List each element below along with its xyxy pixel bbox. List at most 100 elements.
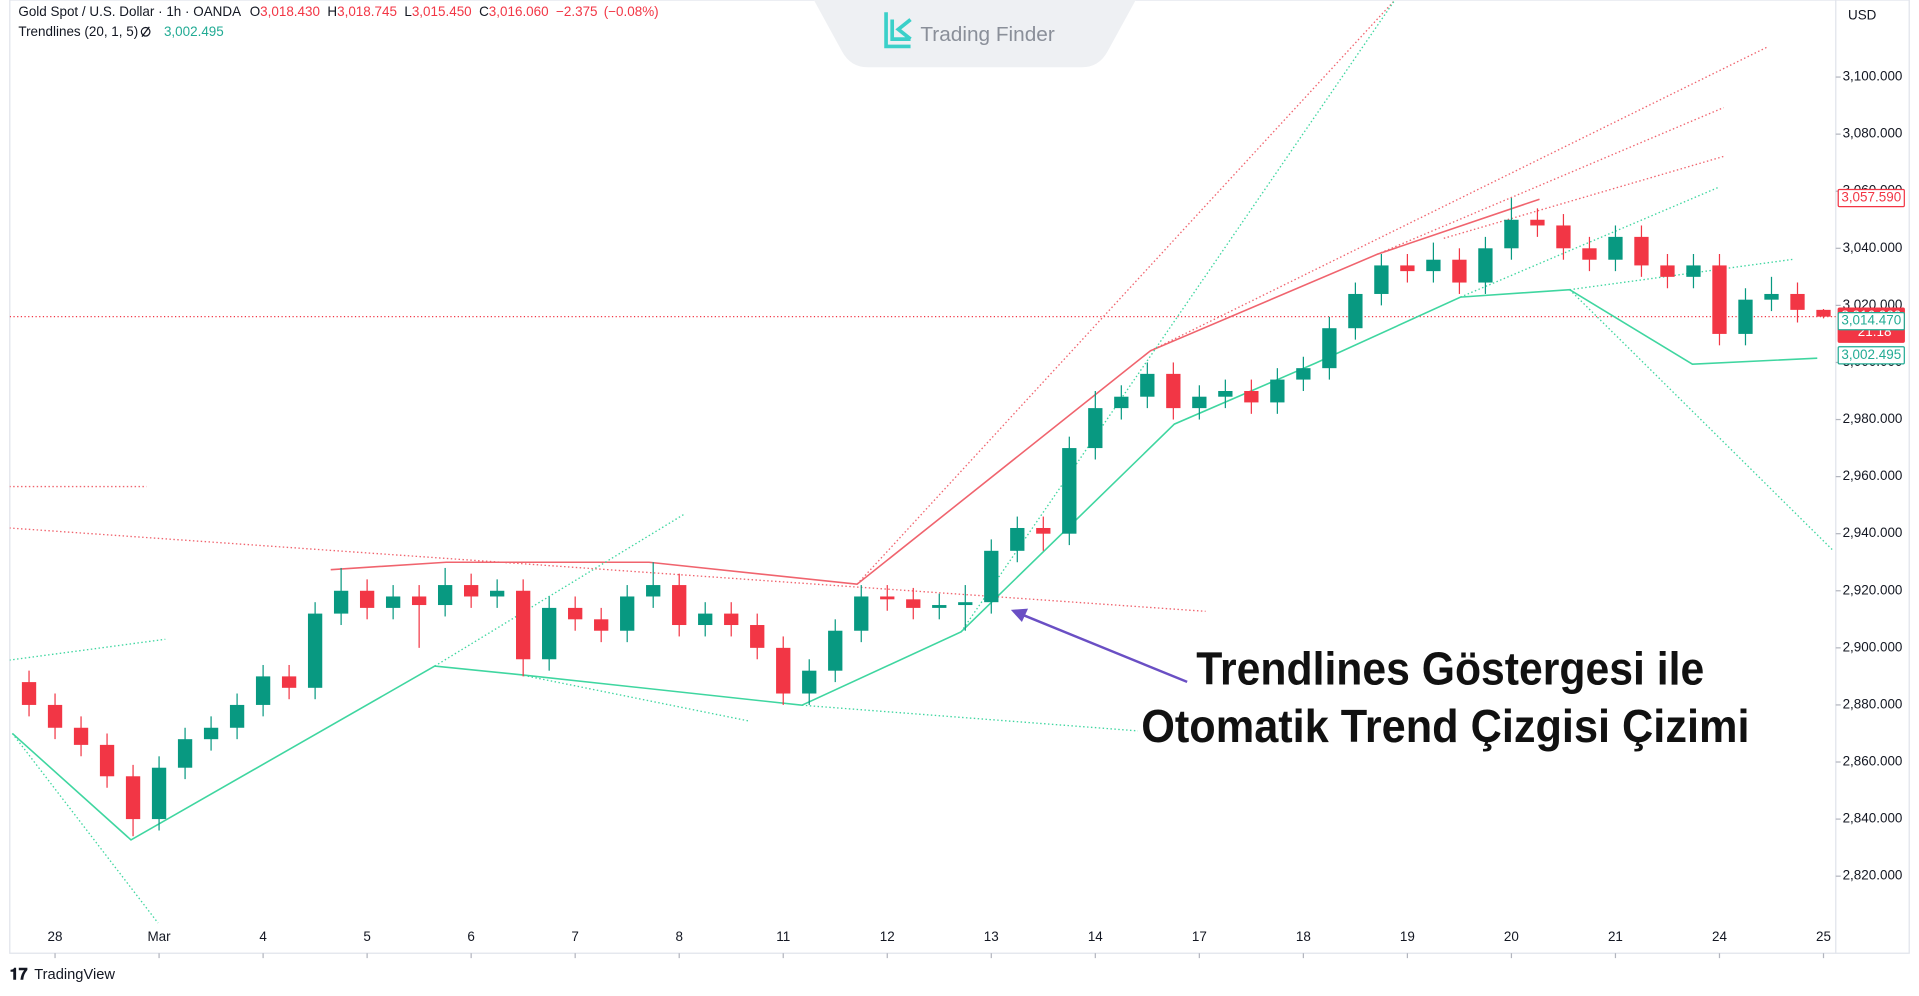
candle-body xyxy=(672,585,687,626)
candle-body xyxy=(281,676,297,688)
candle-body xyxy=(333,590,349,614)
footer-text: TradingView xyxy=(34,967,115,983)
candle-body xyxy=(1140,373,1155,397)
price-label-box xyxy=(1837,188,1905,208)
x-tick-label: 19 xyxy=(1400,929,1415,944)
ohlc-key: H xyxy=(327,4,337,19)
ohlc-value: 3,018.745 xyxy=(337,4,397,19)
trendline xyxy=(1443,155,1724,239)
x-tick-label: 5 xyxy=(363,929,370,944)
candle-body xyxy=(906,599,921,608)
candle-body xyxy=(1686,265,1701,277)
candle-body xyxy=(594,619,609,631)
y-tick-label: 2,860.000 xyxy=(1843,754,1903,769)
candle-body xyxy=(1296,368,1311,380)
trendline xyxy=(9,527,1206,612)
candle-body xyxy=(984,550,999,603)
footer-logo: 𝟏𝟕 xyxy=(10,966,28,983)
candle-body xyxy=(1348,293,1363,329)
x-tick-label: 21 xyxy=(1608,929,1623,944)
header-line: Gold Spot / U.S. Dollar · 1h · OANDA O3,… xyxy=(18,4,658,19)
candle-body xyxy=(359,590,375,608)
candle-body xyxy=(1660,265,1675,277)
trendline xyxy=(9,638,166,661)
candle-body xyxy=(47,704,63,728)
candle-body xyxy=(1322,328,1337,369)
candle-body xyxy=(177,739,193,768)
x-tick-label: 14 xyxy=(1088,929,1103,944)
candle-body xyxy=(1270,379,1285,403)
candle-body xyxy=(203,727,219,740)
x-tick-label: 11 xyxy=(776,929,790,944)
candle-body xyxy=(255,676,271,705)
y-tick-label: 2,840.000 xyxy=(1843,811,1903,826)
price-label: 3,057.590 xyxy=(1841,190,1901,205)
candle-body xyxy=(21,682,37,705)
annotation-arrow xyxy=(1012,609,1188,684)
trendline xyxy=(1150,45,1769,352)
candle-body xyxy=(411,596,427,606)
candle-body xyxy=(750,625,765,648)
change-percent: (−0.08%) xyxy=(604,4,659,19)
watermark-logo xyxy=(884,12,912,49)
y-tick-label: 3,080.000 xyxy=(1843,126,1903,141)
candle-body xyxy=(776,647,791,694)
y-tick-label: 2,920.000 xyxy=(1843,582,1903,597)
x-tick-label: 6 xyxy=(467,929,474,944)
candle-body xyxy=(1036,527,1051,534)
candle-body xyxy=(958,602,973,606)
candle-body xyxy=(1634,236,1649,266)
y-tick-label: 2,940.000 xyxy=(1843,525,1903,540)
ohlc-key: L xyxy=(404,4,412,19)
candle-body xyxy=(880,596,895,600)
y-tick-label: 3,100.000 xyxy=(1843,69,1903,84)
trendline xyxy=(856,0,1396,585)
candle-body xyxy=(385,596,401,608)
currency: USD xyxy=(1848,7,1877,22)
annotation-text: Trendlines Göstergesi ile xyxy=(1196,642,1704,694)
chart-frame xyxy=(9,0,1910,954)
candle-body xyxy=(1192,396,1207,409)
ohlc-value: 3,015.450 xyxy=(412,4,472,19)
watermark: Trading Finder xyxy=(813,0,1136,68)
candle-body xyxy=(437,585,453,606)
candle-body xyxy=(307,613,323,688)
x-tick-label: 13 xyxy=(984,929,999,944)
candle-body xyxy=(854,596,869,631)
x-tick-label: 18 xyxy=(1296,929,1311,944)
candle-body xyxy=(1712,265,1727,334)
y-tick-label: 2,900.000 xyxy=(1843,639,1903,654)
candle-body xyxy=(1088,408,1103,449)
candle-body xyxy=(1764,293,1779,300)
ohlc-key: C xyxy=(479,4,489,19)
candle-body xyxy=(73,727,89,745)
indicator-icon xyxy=(140,26,151,37)
trendline xyxy=(1376,106,1724,255)
candle-body xyxy=(724,613,739,626)
x-tick-label: 17 xyxy=(1192,929,1207,944)
candle-body xyxy=(1244,390,1259,403)
candle-body xyxy=(1738,299,1753,334)
y-tick-label: 2,980.000 xyxy=(1843,411,1903,426)
ohlc-key: O xyxy=(250,4,260,19)
price-label-box xyxy=(1837,346,1905,365)
annotation-arrowhead xyxy=(1010,608,1029,623)
trendline xyxy=(801,704,1139,732)
x-tick-label: 25 xyxy=(1816,929,1831,944)
annotation-text: Otomatik Trend Çizgisi Çizimi xyxy=(1141,700,1749,752)
candle-body xyxy=(490,590,505,597)
candle-body xyxy=(1218,390,1233,397)
candle-body xyxy=(1478,248,1493,283)
y-tick-label: 2,880.000 xyxy=(1843,696,1903,711)
y-tick-label: 2,960.000 xyxy=(1843,468,1903,483)
x-tick-label: 8 xyxy=(675,929,682,944)
indicator-name: Trendlines (20, 1, 5) xyxy=(18,23,138,38)
candle-body xyxy=(1582,248,1597,260)
candle-body xyxy=(1374,265,1389,294)
candle-body xyxy=(1114,396,1129,409)
candle-body xyxy=(542,607,557,660)
candle-body xyxy=(1426,259,1441,272)
candle-body xyxy=(802,670,817,694)
candle-body xyxy=(1400,265,1415,272)
